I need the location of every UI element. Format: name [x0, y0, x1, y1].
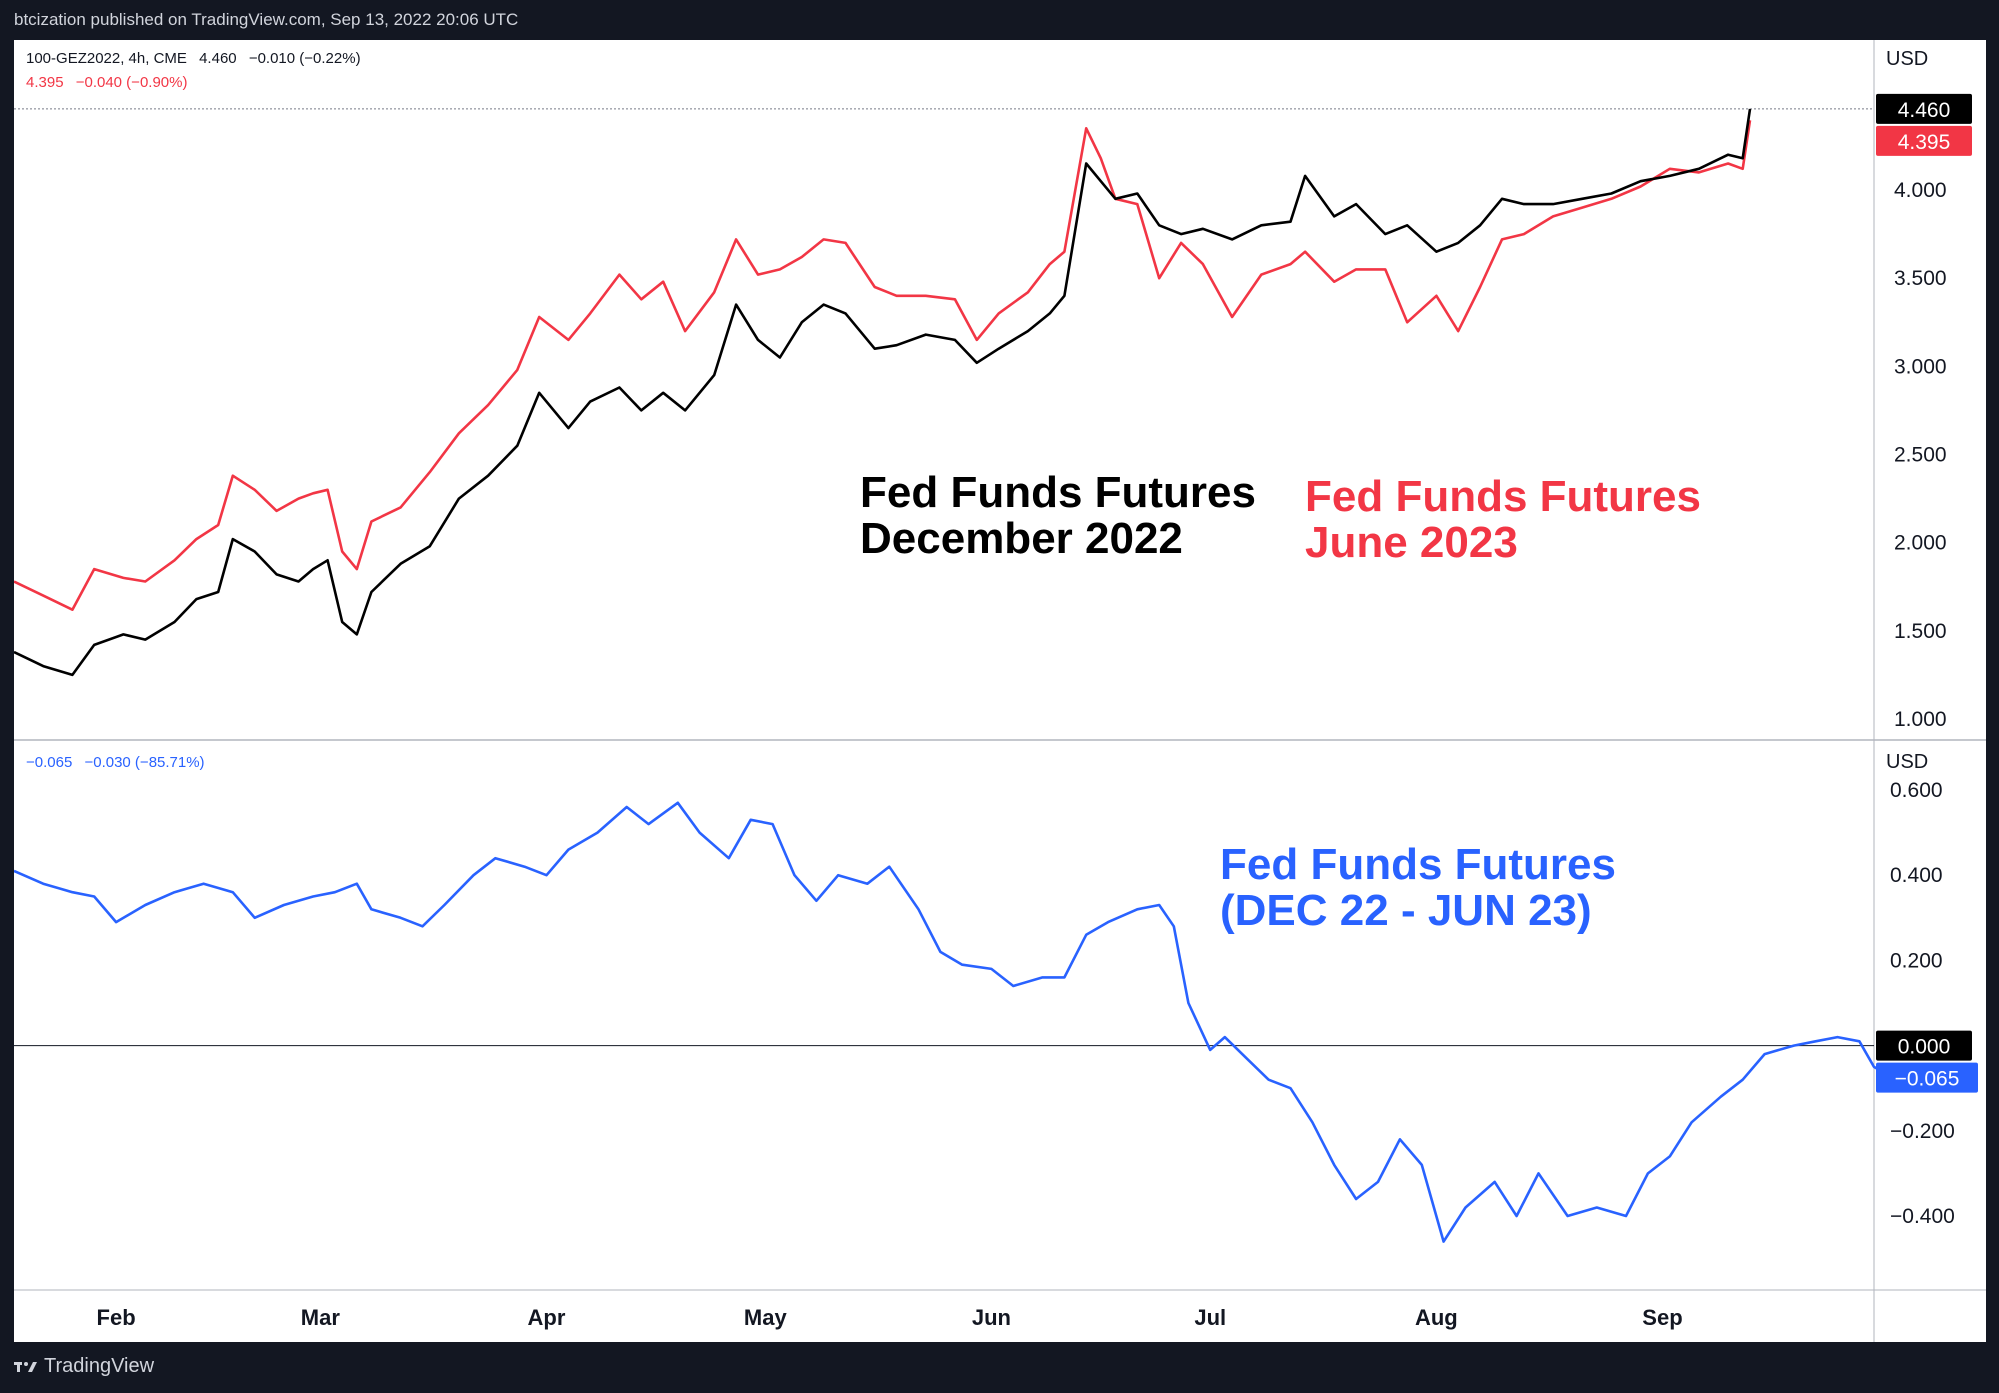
series-line-spread — [14, 801, 1940, 1243]
price-tag-blue-bg — [1876, 1062, 1978, 1093]
red-change: −0.040 (−0.90%) — [75, 74, 188, 91]
price-tag-zero-bg — [1876, 1030, 1972, 1061]
price-tag-red-bg — [1876, 125, 1972, 156]
xtick-label: Feb — [97, 1305, 136, 1330]
upper-ytick-label: 3.500 — [1894, 267, 1947, 290]
footer: TradingView — [14, 1355, 154, 1378]
label-spread-line1: Fed Funds Futures — [1220, 840, 1616, 889]
upper-change: −0.010 (−0.22%) — [248, 50, 361, 67]
label-spread: Fed Funds Futures (DEC 22 - JUN 23) — [1220, 842, 1616, 934]
price-tag-red[interactable]: 4.395 — [1876, 125, 1972, 156]
lower-ytick-label: 0.400 — [1890, 864, 1943, 887]
price-tag-zero-text: 0.000 — [1898, 1036, 1951, 1059]
price-tag-blue-text: −0.065 — [1895, 1068, 1960, 1091]
red-last-value: 4.395 — [26, 74, 64, 91]
xtick-label: Jul — [1194, 1305, 1226, 1330]
lower-legend-line: −0.065 −0.030 (−85.71%) — [26, 754, 213, 771]
xtick-label: May — [744, 1305, 788, 1330]
upper-ytick-label: 1.000 — [1894, 708, 1947, 731]
price-tag-red-text: 4.395 — [1898, 131, 1951, 154]
label-dec-2022-line2: December 2022 — [860, 514, 1183, 563]
tradingview-logo-icon[interactable] — [14, 1359, 38, 1375]
footer-brand[interactable]: TradingView — [44, 1355, 155, 1377]
upper-legend-line1: 100-GEZ2022, 4h, CME 4.460 −0.010 (−0.22… — [26, 50, 369, 67]
upper-ytick-label: 2.500 — [1894, 444, 1947, 467]
label-jun-2023-line2: June 2023 — [1305, 518, 1518, 567]
label-dec-2022: Fed Funds Futures December 2022 — [860, 470, 1256, 562]
xtick-label: Mar — [301, 1305, 341, 1330]
xtick-label: Aug — [1415, 1305, 1458, 1330]
lower-ytick-label: 0.600 — [1890, 779, 1943, 802]
upper-ytick-label: 3.000 — [1894, 355, 1947, 378]
label-spread-line2: (DEC 22 - JUN 23) — [1220, 886, 1592, 935]
chart-svg[interactable]: USD USD 4.000 3.500 3.000 2.500 2.000 1.500 1.00… — [14, 40, 1986, 1342]
price-tag-black-bg — [1876, 93, 1972, 124]
blue-last-value: −0.065 — [26, 754, 73, 771]
label-jun-2023: Fed Funds Futures June 2023 — [1305, 474, 1701, 566]
publisher-header: btcization published on TradingView.com,… — [14, 10, 519, 29]
upper-symbol[interactable]: 100-GEZ2022, 4h, CME — [26, 50, 187, 67]
label-dec-2022-line1: Fed Funds Futures — [860, 468, 1256, 517]
lower-ytick-label: 0.200 — [1890, 949, 1943, 972]
blue-change: −0.030 (−85.71%) — [84, 754, 205, 771]
lower-ytick-label: −0.400 — [1890, 1205, 1955, 1228]
xtick-label: Sep — [1642, 1305, 1682, 1330]
upper-ytick-label: 4.000 — [1894, 179, 1947, 202]
series-line-jun-2023 — [14, 120, 1752, 611]
series-line-dec-2022 — [14, 108, 1752, 677]
upper-last-value: 4.460 — [199, 50, 237, 67]
price-tag-black[interactable]: 4.460 — [1876, 93, 1972, 124]
upper-ytick-label: 2.000 — [1894, 532, 1947, 555]
price-tag-blue[interactable]: −0.065 — [1876, 1062, 1978, 1093]
price-tag-zero[interactable]: 0.000 — [1876, 1030, 1972, 1061]
upper-ytick-label: 1.500 — [1894, 620, 1947, 643]
chart-area[interactable]: USD USD 4.000 3.500 3.000 2.500 2.000 1.500 1.00… — [14, 40, 1986, 1342]
xtick-label: Apr — [528, 1305, 566, 1330]
xtick-label: Jun — [972, 1305, 1011, 1330]
lower-ytick-label: −0.200 — [1890, 1120, 1955, 1143]
upper-legend-line2: 4.395 −0.040 (−0.90%) — [26, 74, 195, 91]
lower-currency-label: USD — [1886, 751, 1928, 773]
label-jun-2023-line1: Fed Funds Futures — [1305, 472, 1701, 521]
upper-currency-label: USD — [1886, 48, 1928, 70]
price-tag-black-text: 4.460 — [1898, 99, 1951, 122]
